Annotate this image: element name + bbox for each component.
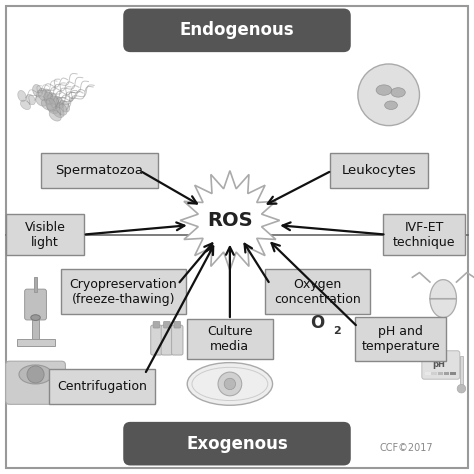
Text: 2: 2 — [333, 326, 341, 336]
Bar — [32, 306, 39, 339]
Ellipse shape — [53, 107, 64, 118]
Ellipse shape — [384, 101, 397, 109]
Bar — [431, 372, 437, 375]
FancyBboxPatch shape — [153, 321, 160, 328]
Text: Culture
media: Culture media — [207, 325, 253, 353]
Ellipse shape — [47, 103, 58, 114]
FancyBboxPatch shape — [172, 325, 183, 355]
Polygon shape — [430, 280, 456, 318]
Text: Endogenous: Endogenous — [180, 21, 294, 39]
Circle shape — [358, 64, 419, 126]
Ellipse shape — [49, 110, 61, 121]
FancyBboxPatch shape — [151, 325, 162, 355]
FancyBboxPatch shape — [25, 289, 46, 320]
Ellipse shape — [46, 98, 56, 111]
Ellipse shape — [48, 93, 58, 104]
Ellipse shape — [18, 91, 26, 101]
Bar — [450, 372, 456, 375]
Ellipse shape — [391, 88, 405, 97]
Text: Leukocytes: Leukocytes — [342, 164, 417, 177]
FancyBboxPatch shape — [6, 361, 65, 404]
FancyBboxPatch shape — [264, 269, 370, 314]
FancyBboxPatch shape — [123, 9, 351, 52]
Ellipse shape — [38, 88, 48, 101]
Text: CCF©2017: CCF©2017 — [379, 443, 433, 453]
Ellipse shape — [44, 92, 54, 105]
Circle shape — [457, 384, 465, 393]
Text: Cryopreservation
(freeze-thawing): Cryopreservation (freeze-thawing) — [69, 277, 177, 306]
FancyBboxPatch shape — [330, 153, 428, 188]
Ellipse shape — [59, 100, 70, 112]
Text: Spermatozoa: Spermatozoa — [55, 164, 144, 177]
FancyBboxPatch shape — [49, 369, 155, 404]
Text: Exogenous: Exogenous — [186, 435, 288, 453]
Circle shape — [218, 372, 242, 396]
Text: O: O — [310, 314, 325, 332]
FancyBboxPatch shape — [164, 321, 170, 328]
Bar — [444, 372, 449, 375]
FancyBboxPatch shape — [161, 325, 173, 355]
FancyBboxPatch shape — [123, 422, 351, 465]
FancyBboxPatch shape — [17, 339, 55, 346]
Text: pH: pH — [432, 360, 445, 368]
Bar — [34, 277, 37, 292]
FancyBboxPatch shape — [355, 317, 447, 361]
FancyBboxPatch shape — [422, 351, 460, 379]
FancyBboxPatch shape — [186, 319, 273, 359]
Bar — [438, 372, 443, 375]
FancyBboxPatch shape — [174, 321, 181, 328]
Text: IVF-ET
technique: IVF-ET technique — [393, 220, 456, 249]
Polygon shape — [180, 171, 280, 270]
Ellipse shape — [42, 89, 53, 100]
Text: Oxygen
concentration: Oxygen concentration — [274, 277, 361, 306]
Text: ROS: ROS — [207, 211, 253, 230]
Ellipse shape — [33, 84, 42, 97]
Ellipse shape — [56, 103, 67, 115]
FancyBboxPatch shape — [61, 269, 185, 314]
Ellipse shape — [41, 99, 53, 110]
FancyBboxPatch shape — [6, 6, 468, 468]
Bar — [460, 356, 463, 389]
Ellipse shape — [54, 97, 64, 108]
Circle shape — [224, 378, 236, 390]
Ellipse shape — [36, 95, 47, 106]
Ellipse shape — [31, 315, 40, 320]
Ellipse shape — [187, 363, 273, 405]
Text: Visible
light: Visible light — [25, 220, 65, 249]
Text: pH and
temperature: pH and temperature — [361, 325, 440, 353]
Ellipse shape — [50, 96, 59, 109]
Ellipse shape — [26, 94, 36, 105]
FancyBboxPatch shape — [7, 214, 84, 255]
Ellipse shape — [376, 85, 392, 95]
Circle shape — [27, 366, 44, 383]
Ellipse shape — [19, 365, 52, 384]
FancyBboxPatch shape — [41, 153, 158, 188]
Bar — [425, 372, 431, 375]
FancyBboxPatch shape — [383, 214, 465, 255]
Ellipse shape — [20, 100, 30, 109]
Text: Centrifugation: Centrifugation — [57, 380, 147, 393]
